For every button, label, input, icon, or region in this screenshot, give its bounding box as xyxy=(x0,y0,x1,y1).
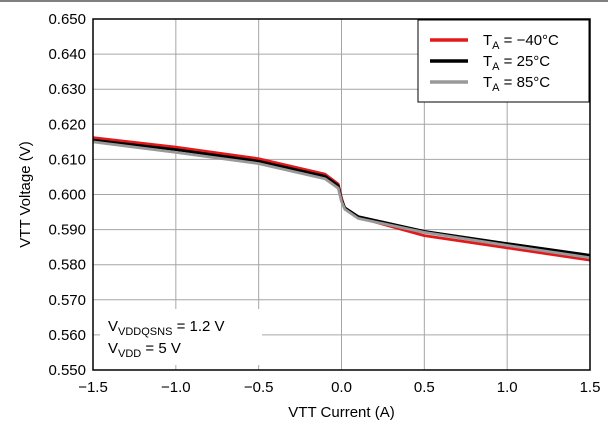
x-axis-title: VTT Current (A) xyxy=(288,404,394,421)
x-tick-label: 1.5 xyxy=(580,379,601,396)
legend-label-1: TA = −40°C xyxy=(483,32,559,52)
y-tick-label: 0.610 xyxy=(48,151,86,168)
y-tick-label: 0.590 xyxy=(48,222,86,239)
y-tick-labels: 0.550 0.560 0.570 0.580 0.590 0.600 0.610 0.620… xyxy=(48,11,86,379)
y-tick-label: 0.640 xyxy=(48,46,86,63)
legend: TA = −40°CTA = 25°CTA = 85°C xyxy=(417,19,590,103)
x-tick-labels: −1.5 −1.0 −0.5 0.0 0.5 1.0 1.5 xyxy=(78,379,600,396)
y-tick-label: 0.630 xyxy=(48,81,86,98)
x-tick-label: −1.0 xyxy=(161,379,191,396)
series-line-3 xyxy=(92,140,591,260)
y-tick-label: 0.580 xyxy=(48,257,86,274)
y-tick-label: 0.600 xyxy=(48,187,86,204)
y-tick-label: 0.650 xyxy=(48,11,86,28)
legend-items: TA = −40°CTA = 25°CTA = 85°C xyxy=(430,32,559,94)
y-tick-label: 0.570 xyxy=(48,292,86,309)
y-tick-label: 0.550 xyxy=(48,362,86,379)
x-tick-label: 0.5 xyxy=(414,379,435,396)
y-tick-label: 0.620 xyxy=(48,116,86,133)
y-tick-label: 0.560 xyxy=(48,327,86,344)
legend-label-3: TA = 85°C xyxy=(483,74,550,94)
x-tick-label: 0.0 xyxy=(331,379,352,396)
plot-frame xyxy=(92,18,591,371)
legend-label-2: TA = 25°C xyxy=(483,53,550,73)
series-lines xyxy=(92,136,591,262)
x-tick-label: −0.5 xyxy=(244,379,274,396)
annotation-line-2: VVDD = 5 V xyxy=(108,340,181,360)
y-axis-title: VTT Voltage (V) xyxy=(17,141,34,247)
x-tick-label: −1.5 xyxy=(78,379,108,396)
x-tick-label: 1.0 xyxy=(497,379,518,396)
annotation-line-1: VVDDQSNS = 1.2 V xyxy=(108,318,225,338)
annotation-box xyxy=(100,309,262,365)
